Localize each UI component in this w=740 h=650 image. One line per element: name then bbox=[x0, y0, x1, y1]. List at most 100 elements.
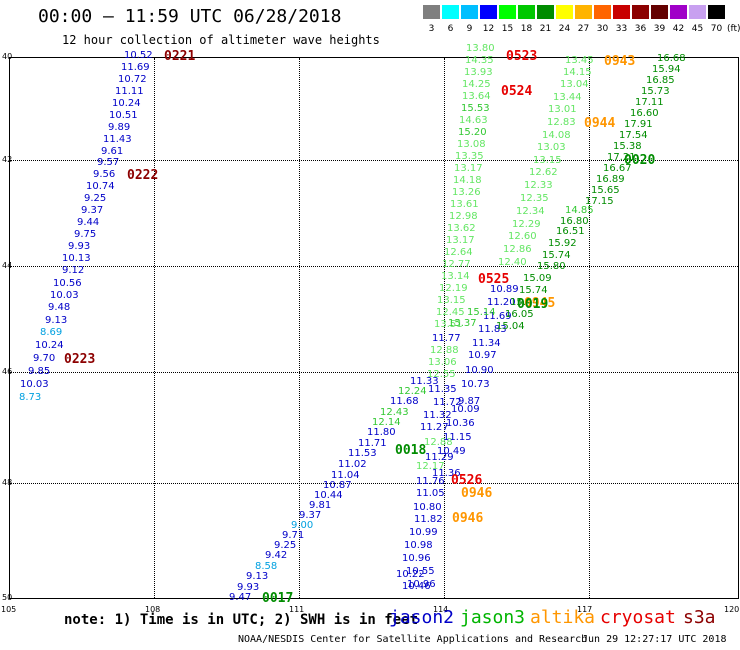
wave-height-value: 13.17 bbox=[454, 163, 483, 174]
wave-height-value: 12.77 bbox=[442, 259, 471, 270]
wave-height-value: 10.89 bbox=[490, 284, 519, 295]
generation-timestamp: Jun 29 12:27:17 UTC 2018 bbox=[582, 634, 727, 645]
wave-height-value: 15.38 bbox=[613, 141, 642, 152]
latitude-gridline bbox=[10, 160, 738, 161]
wave-height-value: 8.73 bbox=[19, 392, 42, 403]
wave-height-value: 11.35 bbox=[428, 384, 457, 395]
wave-height-value: 12.14 bbox=[372, 417, 401, 428]
wave-height-value: 15.04 bbox=[496, 321, 525, 332]
pass-time-label: 0223 bbox=[64, 352, 96, 367]
colorbar-label: 9 bbox=[466, 24, 473, 34]
wave-height-value: 13.08 bbox=[457, 139, 486, 150]
colorbar-swatch bbox=[423, 5, 440, 19]
colorbar-label: 70 bbox=[710, 24, 723, 34]
legend-s3a: s3a bbox=[683, 607, 716, 628]
wave-height-value: 15.74 bbox=[519, 285, 548, 296]
wave-height-value: 10.98 bbox=[404, 540, 433, 551]
wave-height-value: 14.25 bbox=[462, 79, 491, 90]
wave-height-value: 9.25 bbox=[84, 193, 107, 204]
wave-height-value: 17.21 bbox=[607, 152, 636, 163]
wave-height-value: 10.97 bbox=[468, 350, 497, 361]
wave-height-value: 9.37 bbox=[81, 205, 104, 216]
pass-time-label: 0020 bbox=[624, 153, 656, 168]
wave-height-value: 15.92 bbox=[548, 238, 577, 249]
wave-height-value: 15.44 bbox=[510, 297, 539, 308]
colorbar-swatch bbox=[442, 5, 459, 19]
wave-height-value: 11.32 bbox=[423, 410, 452, 421]
wave-height-value: 12.64 bbox=[444, 247, 473, 258]
wave-height-value: 10.72 bbox=[118, 74, 147, 85]
wave-height-value: 11.36 bbox=[432, 468, 461, 479]
legend-jason3: jason3 bbox=[460, 607, 526, 628]
wave-height-value: 12.33 bbox=[524, 180, 553, 191]
wave-height-value: 15.73 bbox=[641, 86, 670, 97]
wave-height-value: 15.94 bbox=[652, 64, 681, 75]
wave-height-value: 11.34 bbox=[472, 338, 501, 349]
colorbar-label: 36 bbox=[634, 24, 647, 34]
wave-height-value: 11.53 bbox=[348, 448, 377, 459]
wave-height-value: 14.08 bbox=[542, 130, 571, 141]
colorbar-swatch bbox=[613, 5, 630, 19]
wave-height-value: 11.69 bbox=[483, 311, 512, 322]
wave-height-value: 11.77 bbox=[432, 333, 461, 344]
wave-height-value: 13.51 bbox=[434, 319, 463, 330]
wave-height-value: 11.43 bbox=[103, 134, 132, 145]
wave-height-value: 15.80 bbox=[537, 261, 566, 272]
colorbar-label: 3 bbox=[428, 24, 435, 34]
wave-height-value: 10.24 bbox=[35, 340, 64, 351]
wave-height-value: 16.51 bbox=[556, 226, 585, 237]
colorbar-swatch bbox=[670, 5, 687, 19]
colorbar-label: 18 bbox=[520, 24, 533, 34]
colorbar-swatch bbox=[518, 5, 535, 19]
latitude-label: 46 bbox=[2, 367, 13, 376]
longitude-label: 114 bbox=[433, 605, 449, 614]
wave-height-value: 11.05 bbox=[416, 488, 445, 499]
wave-height-value: 15.09 bbox=[523, 273, 552, 284]
wave-height-value: 9.81 bbox=[309, 500, 332, 511]
wave-height-value: 9.00 bbox=[291, 520, 314, 531]
longitude-label: 117 bbox=[577, 605, 593, 614]
pass-time-label: 0222 bbox=[127, 168, 159, 183]
longitude-gridline bbox=[154, 58, 155, 598]
wave-height-value: 16.05 bbox=[505, 309, 534, 320]
wave-height-value: 10.96 bbox=[402, 553, 431, 564]
wave-height-value: 12.86 bbox=[503, 244, 532, 255]
colorbar-label: 30 bbox=[596, 24, 609, 34]
wave-height-value: 9.75 bbox=[74, 229, 97, 240]
wave-height-value: 9.13 bbox=[246, 571, 269, 582]
wave-height-value: 16.89 bbox=[596, 174, 625, 185]
wave-height-value: 9.71 bbox=[282, 530, 305, 541]
wave-height-value: 12.19 bbox=[439, 283, 468, 294]
wave-height-value: 10.49 bbox=[437, 446, 466, 457]
wave-height-value: 10.73 bbox=[461, 379, 490, 390]
wave-height-value: 10.44 bbox=[314, 490, 343, 501]
wave-height-value: 11.27 bbox=[420, 422, 449, 433]
chart-title: 00:00 – 11:59 UTC 06/28/2018 bbox=[38, 6, 342, 27]
wave-height-value: 11.68 bbox=[390, 396, 419, 407]
colorbar-label: 24 bbox=[558, 24, 571, 34]
wave-height-value: 11.15 bbox=[443, 432, 472, 443]
colorbar-label: 42 bbox=[672, 24, 685, 34]
wave-height-value: 14.35 bbox=[465, 55, 494, 66]
wave-height-value: 9.61 bbox=[101, 146, 124, 157]
wave-height-value: 10.36 bbox=[446, 418, 475, 429]
longitude-gridline bbox=[444, 58, 445, 598]
wave-height-value: 10.09 bbox=[451, 404, 480, 415]
wave-height-value: 8.58 bbox=[255, 561, 278, 572]
colorbar-swatch bbox=[461, 5, 478, 19]
credit-line: NOAA/NESDIS Center for Satellite Applica… bbox=[238, 634, 588, 645]
wave-height-value: 9.47 bbox=[229, 592, 252, 603]
wave-height-value: 13.06 bbox=[428, 357, 457, 368]
wave-height-value: 15.53 bbox=[461, 103, 490, 114]
colorbar-label: 15 bbox=[501, 24, 514, 34]
wave-height-value: 15.74 bbox=[542, 250, 571, 261]
wave-height-value: 12.62 bbox=[529, 167, 558, 178]
wave-height-value: 15.14 bbox=[467, 307, 496, 318]
longitude-gridline bbox=[299, 58, 300, 598]
wave-height-value: 11.69 bbox=[121, 62, 150, 73]
wave-height-value: 13.64 bbox=[462, 91, 491, 102]
colorbar-label: 21 bbox=[539, 24, 552, 34]
colorbar-swatch bbox=[575, 5, 592, 19]
wave-height-value: 9.12 bbox=[62, 265, 85, 276]
wave-height-value: 17.54 bbox=[619, 130, 648, 141]
